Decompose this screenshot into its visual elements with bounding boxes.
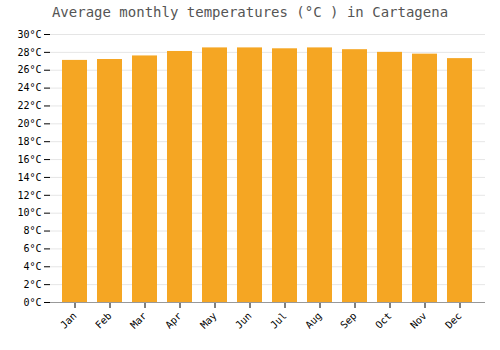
svg-text:Sep: Sep: [338, 310, 359, 331]
svg-text:Feb: Feb: [93, 310, 114, 331]
svg-text:6°C: 6°C: [23, 243, 41, 254]
svg-text:Nov: Nov: [408, 310, 429, 331]
svg-text:Jul: Jul: [268, 310, 289, 331]
html-text:Average monthly temperatures (: Average monthly temperatures (°C ) in Ca…: [51, 4, 449, 20]
svg-text:24°C: 24°C: [17, 82, 41, 93]
svg-text:28°C: 28°C: [17, 47, 41, 58]
svg-text:Apr: Apr: [163, 310, 184, 331]
svg-text:2°C: 2°C: [23, 279, 41, 290]
svg-text:Jan: Jan: [58, 310, 79, 331]
svg-text:16°C: 16°C: [17, 154, 41, 165]
svg-text:0°C: 0°C: [23, 297, 41, 308]
svg-text:8°C: 8°C: [23, 225, 41, 236]
svg-text:26°C: 26°C: [17, 64, 41, 75]
svg-text:10°C: 10°C: [17, 207, 41, 218]
svg-text:Dec: Dec: [443, 310, 464, 331]
svg-text:20°C: 20°C: [17, 118, 41, 129]
svg-text:18°C: 18°C: [17, 136, 41, 147]
svg-text:12°C: 12°C: [17, 190, 41, 201]
svg-text:Oct: Oct: [373, 310, 394, 331]
svg-text:Jun: Jun: [233, 310, 254, 331]
svg-text:30°C: 30°C: [17, 29, 41, 40]
svg-text:22°C: 22°C: [17, 100, 41, 111]
svg-text:May: May: [198, 310, 219, 331]
svg-text:Mar: Mar: [128, 310, 149, 331]
svg-text:4°C: 4°C: [23, 261, 41, 272]
svg-text:Aug: Aug: [303, 310, 324, 331]
svg-text:14°C: 14°C: [17, 172, 41, 183]
